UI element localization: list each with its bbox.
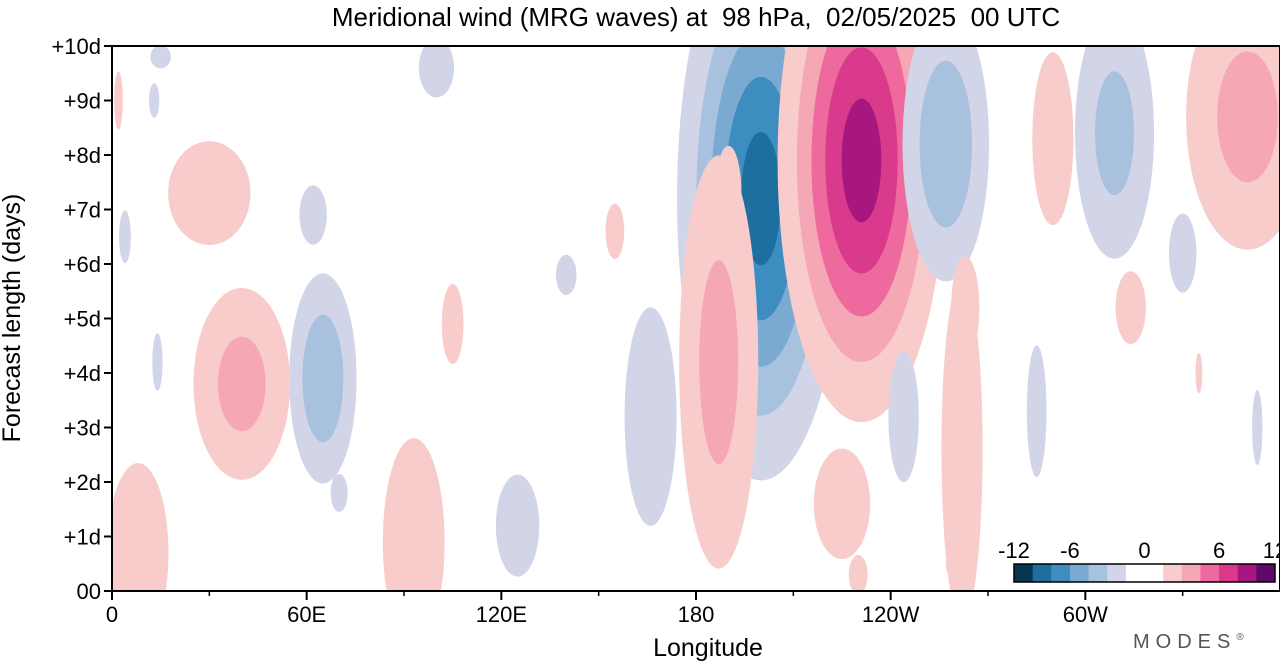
- colorbar-swatch: [1032, 564, 1052, 582]
- contour-band: [112, 463, 169, 591]
- contour-band: [418, 46, 455, 98]
- contour-band: [441, 283, 464, 364]
- x-tick-label: 60E: [287, 602, 326, 627]
- contour-band: [1195, 352, 1203, 394]
- colorbar-swatch: [1069, 564, 1089, 582]
- colorbar-label: 12: [1263, 538, 1280, 563]
- contour-band: [951, 256, 980, 359]
- colorbar-swatch: [1181, 564, 1201, 582]
- colorbar: -12 -6 0 6 12: [998, 536, 1280, 588]
- contour-field: [112, 46, 1280, 591]
- contour-band: [699, 260, 739, 465]
- contour-band: [848, 554, 868, 591]
- y-tick-label: +5d: [64, 307, 101, 332]
- brand-mark: ®: [1236, 632, 1244, 643]
- x-tick-label: 0: [106, 602, 118, 627]
- contour-band: [152, 333, 163, 391]
- colorbar-swatch: [1051, 564, 1071, 582]
- contour-band: [1115, 271, 1146, 345]
- contour-band: [330, 473, 348, 512]
- contour-band: [299, 185, 327, 245]
- contour-band: [382, 438, 445, 591]
- colorbar-swatch: [1144, 564, 1164, 582]
- x-tick-label: 60W: [1063, 602, 1108, 627]
- colorbar-label: -6: [1060, 538, 1080, 563]
- colorbar-swatch: [1088, 564, 1108, 582]
- contour-band: [919, 60, 973, 228]
- x-tick-label: 120E: [476, 602, 527, 627]
- colorbar-frame: [1013, 563, 1276, 583]
- contour-band: [1032, 52, 1074, 226]
- x-tick-label: 180: [678, 602, 715, 627]
- colorbar-label: 0: [1138, 538, 1150, 563]
- contour-band: [715, 145, 742, 241]
- y-axis-label: Forecast length (days): [0, 194, 26, 443]
- contour-band: [841, 98, 882, 223]
- y-tick-label: +1d: [64, 525, 101, 550]
- contour-band: [741, 131, 781, 266]
- y-tick-label: +10d: [51, 34, 101, 59]
- colorbar-swatch: [1014, 564, 1034, 582]
- contour-band: [555, 254, 577, 296]
- contour-band: [217, 336, 266, 432]
- contour-band: [114, 71, 123, 130]
- contour-band: [605, 203, 625, 259]
- x-tick-label: 120W: [862, 602, 920, 627]
- contour-band: [1217, 51, 1278, 183]
- axis-ticks: 0 60E 120E 180 120W 60W 00 +1d +2d +3d +4d +5d +6d +7…: [51, 34, 1184, 627]
- contour-band: [150, 46, 171, 69]
- contour-band: [302, 314, 344, 443]
- colorbar-swatch: [1256, 564, 1276, 582]
- x-axis-label: Longitude: [653, 634, 763, 662]
- y-tick-label: +6d: [64, 252, 101, 277]
- y-tick-label: +3d: [64, 416, 101, 441]
- y-tick-label: +7d: [64, 198, 101, 223]
- colorbar-swatch: [1200, 564, 1220, 582]
- contour-band: [1095, 71, 1135, 196]
- colorbar-label: 6: [1213, 538, 1225, 563]
- contour-band: [888, 351, 919, 483]
- y-tick-label: +9d: [64, 89, 101, 114]
- contour-band: [119, 210, 131, 264]
- brand-logo: MODES®: [1133, 631, 1244, 653]
- y-tick-label: +4d: [64, 361, 101, 386]
- colorbar-swatch: [1237, 564, 1257, 582]
- colorbar-swatch: [1107, 564, 1127, 582]
- y-tick-label: +8d: [64, 143, 101, 168]
- contour-band: [1168, 213, 1197, 293]
- chart-title: Meridional wind (MRG waves) at 98 hPa, 0…: [332, 2, 1060, 32]
- colorbar-swatch: [1125, 564, 1145, 582]
- contour-band: [495, 474, 540, 577]
- colorbar-swatch: [1219, 564, 1239, 582]
- contour-band: [149, 83, 160, 118]
- contour-band: [945, 547, 966, 581]
- y-tick-label: 00: [77, 579, 101, 604]
- colorbar-swatch: [1163, 564, 1183, 582]
- contour-band: [624, 307, 677, 526]
- contour-band: [168, 141, 251, 246]
- brand-name: MODES: [1133, 631, 1236, 653]
- y-tick-label: +2d: [64, 470, 101, 495]
- colorbar-label: -12: [998, 538, 1030, 563]
- contour-band: [941, 276, 983, 591]
- contour-band: [813, 448, 871, 560]
- contour-band: [1252, 390, 1263, 465]
- contour-band: [1026, 345, 1047, 477]
